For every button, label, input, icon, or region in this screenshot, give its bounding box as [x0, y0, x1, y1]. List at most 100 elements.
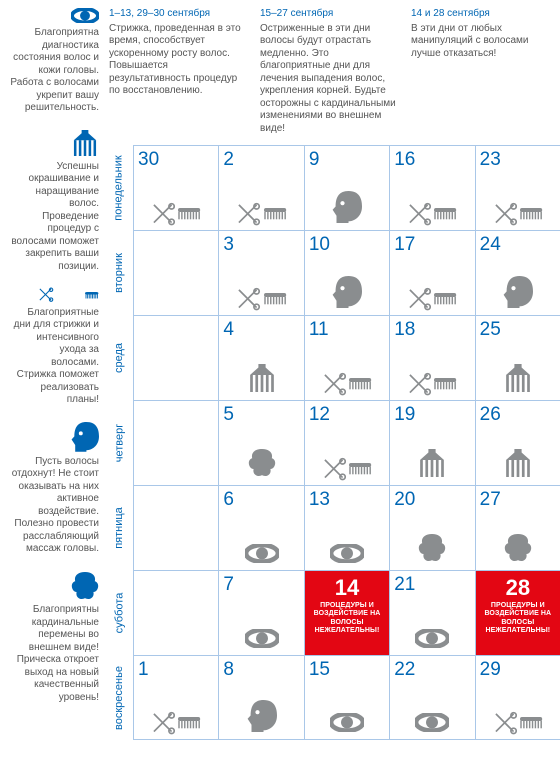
cell-day-number: 2 [223, 150, 299, 169]
cell-icons [390, 532, 474, 566]
cell-day-number: 13 [309, 490, 385, 509]
cell-day-number: 16 [394, 150, 470, 169]
cell-icons [390, 287, 474, 311]
cell-day-number: 3 [223, 235, 299, 254]
legend-text: Благоприятные дни для стрижки и интенсив… [10, 307, 99, 407]
eye-icon [415, 629, 449, 651]
cell-icons [305, 544, 389, 566]
calendar-row: вторник 3 10 17 24 [105, 230, 560, 315]
cell-icons [390, 202, 474, 226]
cut-comb-icon [407, 372, 457, 396]
period-block: 14 и 28 сентября В эти дни от любых мани… [411, 8, 552, 135]
calendar-cell: 15 [304, 655, 389, 740]
calendar-cell: 5 [218, 400, 303, 485]
day-label: суббота [105, 570, 133, 655]
calendar-cell: 27 [475, 485, 560, 570]
cell-day-number: 1 [138, 660, 214, 679]
day-label: четверг [105, 400, 133, 485]
cell-icons [219, 202, 303, 226]
legend-item: Пусть волосы отдохнут! Не стоит оказыват… [10, 421, 99, 556]
calendar-row: среда411 18 25 [105, 315, 560, 400]
calendar-cell: 1 [133, 655, 218, 740]
cell-day-number: 15 [309, 660, 385, 679]
legend-text: Благоприятны кардинальные перемены во вн… [10, 604, 99, 704]
cut-comb-icon [236, 202, 286, 226]
eye-icon [10, 8, 99, 23]
cell-icons [305, 190, 389, 226]
eye-icon [245, 544, 279, 566]
cell-icons [305, 457, 389, 481]
calendar-cell: 16 [389, 145, 474, 230]
color-comb-icon [503, 363, 533, 396]
legend-item: Благоприятны кардинальные перемены во вн… [10, 570, 99, 705]
calendar-cell: 23 [475, 145, 560, 230]
cell-day-number: 4 [223, 320, 299, 339]
period-block: 1–13, 29–30 сентября Стрижка, проведенна… [109, 8, 250, 135]
cell-icons [390, 448, 474, 481]
calendar-cell-warning: 28ПРОЦЕДУРЫ И ВОЗДЕЙСТВИЕ НА ВОЛОСЫ НЕЖЕ… [475, 570, 560, 655]
cell-icons [390, 713, 474, 735]
curl-icon [504, 532, 532, 566]
period-text: В эти дни от любых манипуляций с волосам… [411, 23, 552, 61]
color-comb-icon [10, 129, 99, 157]
cell-icons [476, 363, 560, 396]
cut-comb-icon [493, 202, 543, 226]
period-text: Стрижка, проведенная в это время, способ… [109, 23, 250, 98]
calendar-cell: 26 [475, 400, 560, 485]
cell-icons [476, 532, 560, 566]
calendar-cell: 10 [304, 230, 389, 315]
calendar-row: суббота 7 14ПРОЦЕДУРЫ И ВОЗДЕЙСТВИЕ НА ВО… [105, 570, 560, 655]
cell-day-number: 17 [394, 235, 470, 254]
eye-icon [330, 544, 364, 566]
curl-icon [418, 532, 446, 566]
calendar-cell: 2 [218, 145, 303, 230]
cut-comb-icon [322, 372, 372, 396]
calendar-cell: 3 [218, 230, 303, 315]
cell-day-number: 24 [480, 235, 556, 254]
period-title: 14 и 28 сентября [411, 8, 552, 21]
cell-icons [305, 713, 389, 735]
cell-icons [476, 202, 560, 226]
cell-day-number: 22 [394, 660, 470, 679]
calendar-cell-warning: 14ПРОЦЕДУРЫ И ВОЗДЕЙСТВИЕ НА ВОЛОСЫ НЕЖЕ… [304, 570, 389, 655]
calendar-cell: 30 [133, 145, 218, 230]
cell-day-number: 20 [394, 490, 470, 509]
cut-comb-icon [151, 711, 201, 735]
cell-day-number: 7 [223, 575, 299, 594]
periods-row: 1–13, 29–30 сентября Стрижка, проведенна… [105, 0, 560, 145]
warning-text: ПРОЦЕДУРЫ И ВОЗДЕЙСТВИЕ НА ВОЛОСЫ НЕЖЕЛА… [480, 599, 556, 636]
cell-icons [305, 275, 389, 311]
cut-comb-icon [407, 202, 457, 226]
day-label: вторник [105, 230, 133, 315]
calendar-cell [133, 570, 218, 655]
cut-comb-icon [10, 287, 99, 306]
calendar-cell: 20 [389, 485, 474, 570]
head-icon [247, 699, 277, 735]
period-block: 15–27 сентября Остриженные в эти дни вол… [260, 8, 401, 135]
cell-icons [134, 202, 218, 226]
calendar-cell: 7 [218, 570, 303, 655]
cell-day-number: 18 [394, 320, 470, 339]
cut-comb-icon [493, 711, 543, 735]
cut-comb-icon [236, 287, 286, 311]
calendar-cell: 6 [218, 485, 303, 570]
eye-icon [330, 713, 364, 735]
calendar-row: воскресенье1 8 15 22 29 [105, 655, 560, 740]
legend-text: Успешны окрашивание и наращивание волос.… [10, 161, 99, 274]
calendar-cell: 19 [389, 400, 474, 485]
day-label: пятница [105, 485, 133, 570]
calendar-cell: 11 [304, 315, 389, 400]
legend-column: Благоприятна диагностика состояния волос… [0, 0, 105, 740]
cell-day-number: 8 [223, 660, 299, 679]
calendar-cell: 12 [304, 400, 389, 485]
cell-icons [219, 544, 303, 566]
cell-day-number: 10 [309, 235, 385, 254]
calendar-cell: 22 [389, 655, 474, 740]
calendar-cell: 25 [475, 315, 560, 400]
cell-icons [476, 275, 560, 311]
period-text: Остриженные в эти дни волосы будут отрас… [260, 23, 401, 136]
legend-item: Благоприятна диагностика состояния волос… [10, 8, 99, 115]
legend-text: Пусть волосы отдохнут! Не стоит оказыват… [10, 456, 99, 556]
calendar-grid: понедельник30 2 9 16 23 вторник3 10 17 2… [105, 145, 560, 740]
cell-icons [390, 372, 474, 396]
